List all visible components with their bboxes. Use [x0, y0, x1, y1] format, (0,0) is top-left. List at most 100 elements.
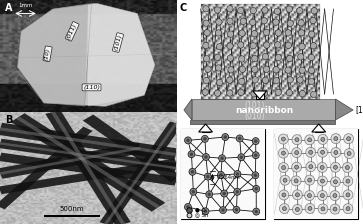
Circle shape [275, 54, 281, 61]
Circle shape [227, 43, 233, 49]
Circle shape [250, 19, 256, 26]
Circle shape [299, 43, 305, 50]
Polygon shape [0, 159, 178, 194]
Circle shape [235, 208, 238, 212]
Circle shape [227, 55, 233, 61]
Circle shape [254, 153, 258, 157]
Circle shape [286, 55, 293, 62]
Circle shape [285, 67, 291, 73]
Circle shape [294, 179, 298, 183]
Circle shape [318, 204, 328, 214]
Circle shape [219, 155, 225, 162]
Circle shape [273, 78, 280, 84]
Polygon shape [315, 129, 323, 132]
Circle shape [308, 138, 311, 142]
Polygon shape [51, 112, 125, 224]
Polygon shape [0, 142, 176, 169]
Circle shape [295, 165, 299, 169]
Circle shape [215, 30, 221, 36]
Text: (101): (101) [113, 34, 123, 52]
Circle shape [238, 78, 245, 85]
Circle shape [228, 31, 234, 37]
Circle shape [331, 134, 341, 144]
Text: ● O: ● O [195, 207, 205, 213]
Circle shape [344, 134, 354, 144]
Circle shape [263, 66, 270, 72]
Circle shape [283, 178, 287, 182]
Circle shape [233, 206, 240, 213]
Circle shape [282, 193, 286, 197]
Circle shape [221, 190, 228, 197]
Circle shape [331, 148, 341, 157]
Circle shape [320, 165, 324, 169]
Circle shape [206, 191, 213, 198]
Circle shape [281, 137, 285, 141]
Circle shape [279, 163, 289, 172]
Circle shape [192, 190, 195, 194]
Circle shape [201, 135, 208, 142]
Circle shape [321, 150, 325, 154]
Circle shape [227, 6, 233, 12]
Circle shape [273, 67, 279, 73]
Circle shape [203, 56, 210, 62]
Circle shape [204, 155, 208, 159]
Polygon shape [335, 99, 353, 120]
Circle shape [334, 165, 337, 169]
Circle shape [291, 176, 301, 186]
Polygon shape [99, 121, 182, 224]
Text: (011): (011) [66, 23, 78, 40]
Circle shape [278, 148, 288, 158]
Bar [44, 215, 100, 217]
Circle shape [321, 194, 325, 198]
Circle shape [190, 153, 193, 156]
Circle shape [344, 149, 354, 159]
Text: (110): (110) [83, 85, 100, 90]
Circle shape [333, 194, 337, 198]
Circle shape [239, 66, 245, 72]
Circle shape [215, 54, 221, 60]
Circle shape [318, 191, 327, 200]
Circle shape [234, 188, 241, 195]
Text: 0.264nm: 0.264nm [216, 175, 240, 180]
Circle shape [275, 30, 281, 36]
Circle shape [318, 147, 327, 157]
Polygon shape [45, 110, 131, 224]
Circle shape [334, 151, 338, 155]
Circle shape [285, 30, 291, 36]
Circle shape [292, 135, 302, 145]
Circle shape [318, 134, 328, 144]
Circle shape [222, 134, 229, 140]
Circle shape [286, 6, 293, 12]
Circle shape [238, 154, 245, 161]
Circle shape [311, 91, 317, 98]
Polygon shape [312, 124, 326, 132]
Circle shape [252, 77, 258, 83]
Circle shape [236, 135, 243, 142]
Circle shape [262, 7, 268, 13]
Polygon shape [104, 123, 178, 224]
Polygon shape [0, 146, 142, 175]
Circle shape [251, 90, 257, 97]
Circle shape [203, 137, 207, 141]
Circle shape [238, 137, 241, 140]
Circle shape [298, 20, 304, 26]
Circle shape [278, 134, 288, 144]
Circle shape [274, 8, 281, 15]
Circle shape [293, 190, 302, 200]
Circle shape [221, 208, 225, 212]
Circle shape [216, 43, 223, 50]
Circle shape [253, 208, 260, 215]
Polygon shape [11, 113, 165, 211]
Circle shape [205, 66, 211, 72]
Circle shape [298, 54, 304, 60]
Circle shape [297, 7, 303, 14]
Circle shape [262, 77, 269, 84]
Polygon shape [0, 143, 143, 179]
Circle shape [216, 65, 222, 71]
Polygon shape [18, 3, 155, 106]
Circle shape [299, 67, 305, 73]
Circle shape [234, 170, 241, 177]
Bar [201, 4, 319, 99]
Circle shape [305, 203, 315, 213]
Circle shape [238, 89, 244, 95]
